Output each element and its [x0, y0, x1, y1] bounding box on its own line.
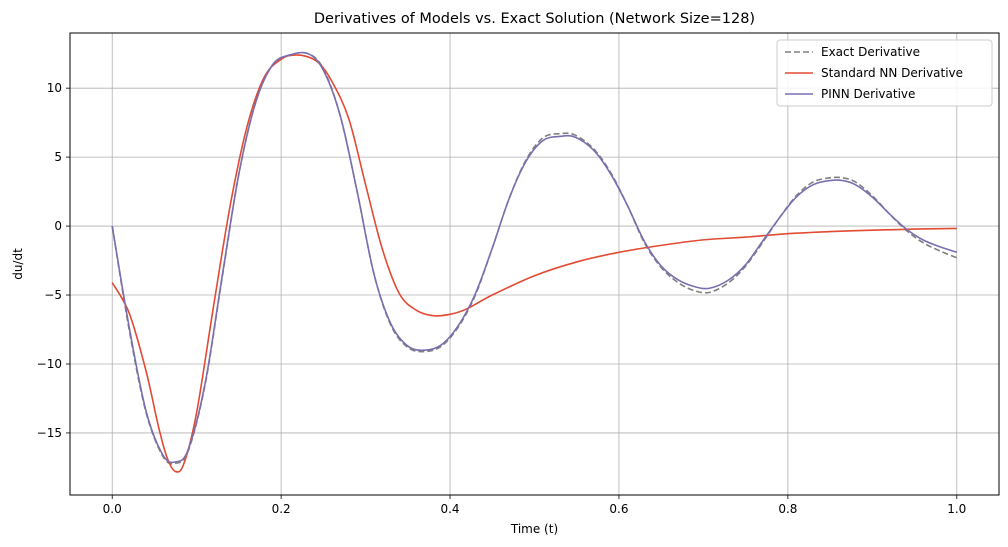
- legend-label-exact-derivative: Exact Derivative: [821, 45, 920, 59]
- x-tick-label: 0.6: [609, 502, 628, 516]
- legend-label-pinn-derivative: PINN Derivative: [821, 87, 915, 101]
- x-tick-label: 0.8: [778, 502, 797, 516]
- series-lines: [111, 51, 958, 473]
- pinn-derivative-line: [111, 51, 958, 464]
- chart-title: Derivatives of Models vs. Exact Solution…: [314, 11, 755, 27]
- y-tick-label: 10: [47, 81, 62, 95]
- x-tick-label: 0.0: [103, 502, 122, 516]
- legend: Exact Derivative Standard NN Derivative PI…: [776, 39, 993, 107]
- y-tick-label: 0: [54, 219, 62, 233]
- standard-nn-derivative-line: [111, 54, 957, 473]
- x-axis-label: Time (t): [510, 522, 558, 536]
- grid: [70, 33, 999, 495]
- y-tick-label: −5: [44, 288, 62, 302]
- y-tick-label: 5: [54, 150, 62, 164]
- y-tick-label: −10: [37, 357, 62, 371]
- x-tick-label: 0.2: [272, 502, 291, 516]
- ticks: 0.0 0.2 0.4 0.6 0.8 1.0 10 5 0 −5 −10 −15: [37, 81, 967, 516]
- legend-box: [776, 39, 993, 107]
- x-tick-label: 0.4: [440, 502, 459, 516]
- plot-frame: [69, 32, 1000, 496]
- x-tick-label: 1.0: [947, 502, 966, 516]
- y-tick-label: −15: [37, 426, 62, 440]
- y-axis-label: du/dt: [11, 248, 25, 280]
- legend-label-standard-nn-derivative: Standard NN Derivative: [821, 66, 963, 80]
- exact-derivative-line: [111, 51, 958, 465]
